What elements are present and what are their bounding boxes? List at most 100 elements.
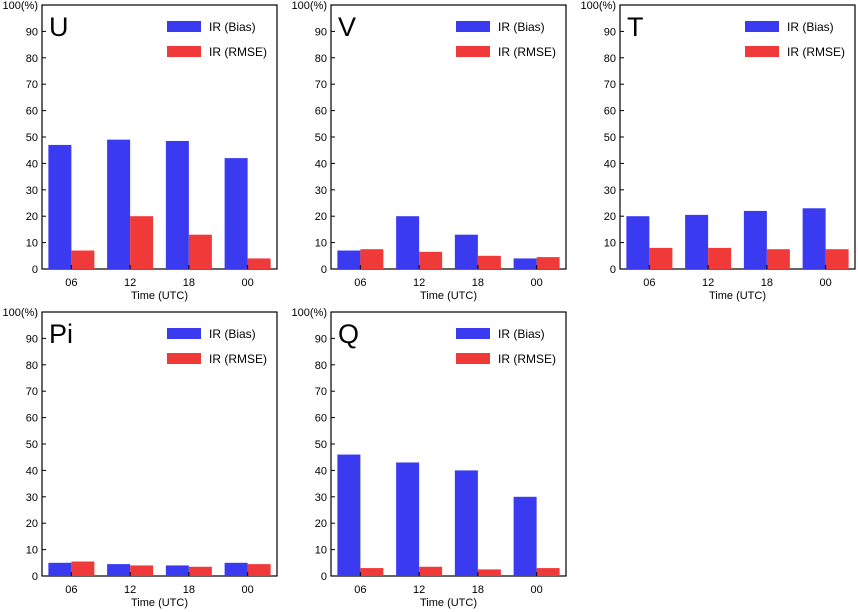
x-tick-label: 18 [761, 277, 773, 289]
bar-bias-12 [107, 564, 131, 576]
x-tick-label: 00 [242, 277, 254, 289]
x-tick-label: 12 [124, 277, 136, 289]
x-tick-label: 00 [531, 277, 543, 289]
x-tick-label: 06 [65, 277, 77, 289]
legend-swatch-rmse [456, 353, 490, 364]
legend-swatch-rmse [745, 46, 779, 57]
x-tick-label: 06 [643, 277, 655, 289]
x-tick-label: 12 [702, 277, 714, 289]
panel-label: Q [338, 319, 359, 349]
bar-rmse-06 [360, 249, 384, 269]
bar-rmse-06 [360, 568, 384, 576]
y-tick-label: 10 [315, 545, 327, 557]
bar-rmse-06 [71, 561, 95, 576]
legend-label-bias: IR (Bias) [787, 20, 834, 34]
y-tick-label: 100(%) [292, 307, 327, 319]
panel-q: 0 10 20 30 40 50 60 70 80 90 100(%) 06 12 18 00 Time (U… [292, 307, 567, 609]
bar-rmse-18 [477, 569, 501, 576]
y-tick-label: 100(%) [3, 0, 38, 12]
bar-rmse-12 [708, 247, 732, 269]
x-tick-label: 00 [531, 584, 543, 596]
bar-bias-06 [48, 562, 72, 576]
x-tick-label: 00 [242, 584, 254, 596]
legend-swatch-bias [745, 21, 779, 32]
bar-bias-12 [396, 462, 420, 576]
bar-rmse-00 [825, 249, 849, 269]
y-tick-label: 70 [604, 79, 616, 91]
y-tick-label: 30 [315, 492, 327, 504]
bar-bias-06 [626, 216, 650, 269]
y-tick-label: 80 [26, 360, 38, 372]
x-tick-label: 06 [354, 584, 366, 596]
y-tick-label: 80 [604, 53, 616, 65]
bar-rmse-18 [188, 234, 212, 269]
legend-swatch-rmse [456, 46, 490, 57]
legend-swatch-bias [456, 21, 490, 32]
bar-rmse-18 [188, 566, 212, 576]
x-tick-label: 18 [472, 584, 484, 596]
y-tick-label: 40 [315, 465, 327, 477]
bar-rmse-12 [419, 566, 443, 576]
legend-label-rmse: IR (RMSE) [209, 352, 267, 366]
bar-rmse-18 [766, 249, 790, 269]
y-tick-label: 10 [26, 545, 38, 557]
bar-bias-18 [165, 565, 189, 576]
legend-swatch-bias [167, 328, 201, 339]
y-tick-label: 0 [32, 571, 38, 583]
x-tick-label: 12 [124, 584, 136, 596]
y-tick-label: 60 [604, 106, 616, 118]
y-tick-label: 10 [315, 238, 327, 250]
bar-bias-00 [513, 258, 537, 269]
bar-bias-00 [224, 562, 248, 576]
y-tick-label: 20 [26, 211, 38, 223]
x-tick-label: 00 [820, 277, 832, 289]
bar-rmse-06 [71, 250, 95, 269]
x-tick-label: 06 [65, 584, 77, 596]
y-tick-label: 20 [604, 211, 616, 223]
legend-label-bias: IR (Bias) [209, 327, 256, 341]
bar-bias-12 [685, 214, 709, 269]
y-tick-label: 50 [26, 132, 38, 144]
y-tick-label: 70 [315, 79, 327, 91]
y-tick-label: 60 [315, 106, 327, 118]
bar-bias-12 [107, 139, 131, 269]
y-tick-label: 40 [604, 158, 616, 170]
legend-label-bias: IR (Bias) [209, 20, 256, 34]
legend-label-rmse: IR (RMSE) [498, 45, 556, 59]
bar-rmse-12 [130, 565, 154, 576]
panel-label: Pi [49, 319, 73, 349]
y-tick-label: 90 [26, 333, 38, 345]
legend-swatch-rmse [167, 46, 201, 57]
x-tick-label: 06 [354, 277, 366, 289]
y-tick-label: 0 [321, 264, 327, 276]
y-tick-label: 90 [26, 26, 38, 38]
x-axis-label: Time (UTC) [420, 597, 477, 609]
bar-bias-00 [513, 496, 537, 576]
y-tick-label: 60 [26, 106, 38, 118]
bar-rmse-12 [130, 216, 154, 269]
bar-rmse-00 [536, 257, 560, 269]
y-tick-label: 70 [315, 386, 327, 398]
panel-label: T [627, 12, 644, 42]
x-axis-label: Time (UTC) [131, 290, 188, 302]
y-tick-label: 70 [26, 79, 38, 91]
legend-swatch-rmse [167, 353, 201, 364]
y-tick-label: 20 [315, 518, 327, 530]
bar-bias-00 [802, 208, 826, 269]
legend-label-rmse: IR (RMSE) [498, 352, 556, 366]
legend-label-rmse: IR (RMSE) [787, 45, 845, 59]
y-tick-label: 90 [604, 26, 616, 38]
legend-label-bias: IR (Bias) [498, 327, 545, 341]
legend-label-bias: IR (Bias) [498, 20, 545, 34]
y-tick-label: 30 [26, 492, 38, 504]
y-tick-label: 30 [26, 185, 38, 197]
y-tick-label: 0 [32, 264, 38, 276]
y-tick-label: 40 [26, 465, 38, 477]
y-tick-label: 20 [315, 211, 327, 223]
bar-rmse-12 [419, 251, 443, 269]
panel-u: 0 10 20 30 40 50 60 70 80 90 100(%) 06 12 18 00 Time (U… [3, 0, 278, 302]
y-tick-label: 80 [315, 360, 327, 372]
y-tick-label: 10 [26, 238, 38, 250]
panel-pi: 0 10 20 30 40 50 60 70 80 90 100(%) 06 12 18 00 Time (U… [3, 307, 278, 609]
